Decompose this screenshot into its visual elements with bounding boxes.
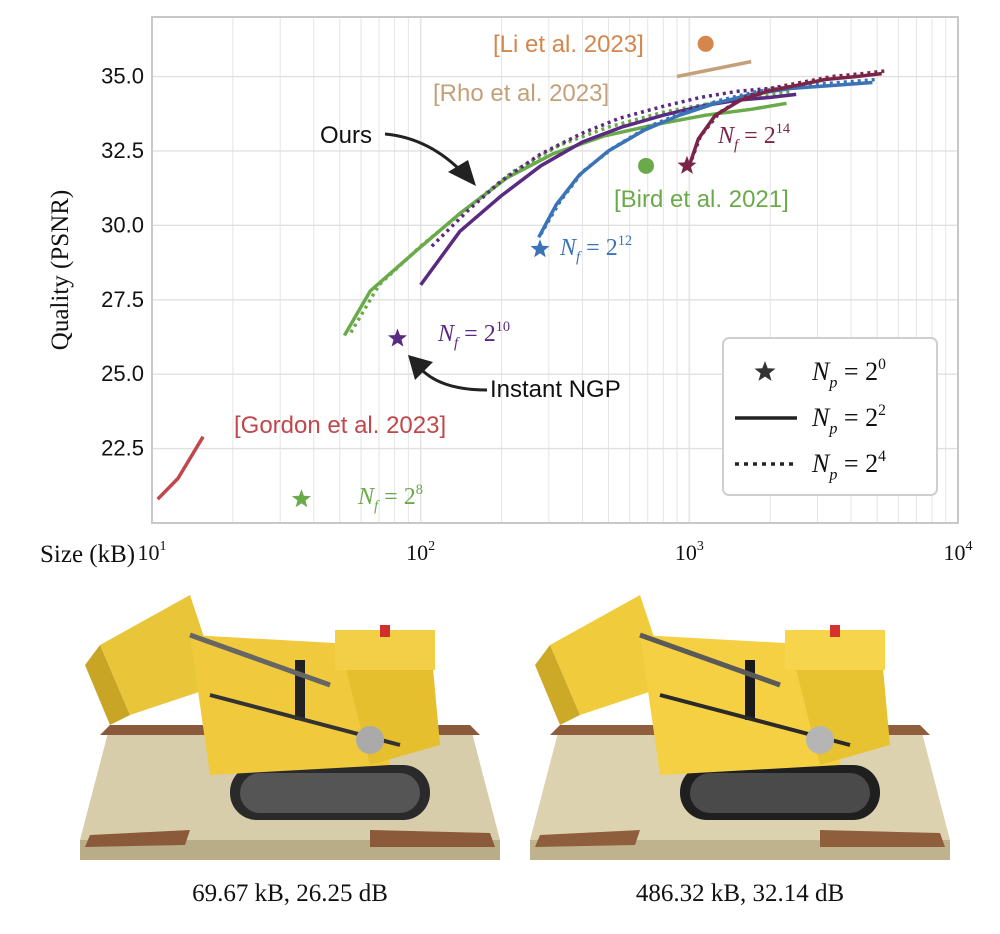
annotation-li: [Li et al. 2023]	[493, 31, 644, 58]
excavator-render-left	[80, 595, 500, 860]
x-tick-label: 104	[944, 539, 973, 565]
legend-box	[722, 337, 938, 496]
star-marker-star_f8	[291, 489, 311, 508]
x-tick-labels: 101 102 103 104	[138, 539, 973, 565]
y-tick-labels: 22.5 25.0 27.5 30.0 32.5 35.0	[101, 64, 144, 461]
annotation-nf12: Nf = 212	[559, 233, 632, 266]
plot-frame	[151, 16, 959, 524]
render-right	[520, 575, 960, 875]
y-tick-label: 32.5	[101, 138, 144, 163]
arrow-instant-ngp	[418, 366, 488, 392]
annotation-rho: [Rho et al. 2023]	[433, 80, 609, 107]
series-line-gordon	[156, 435, 205, 501]
annotation-ours: Ours	[320, 122, 372, 149]
y-tick-label: 30.0	[101, 212, 144, 237]
x-tick-label: 102	[406, 539, 435, 565]
arrow-instant-ngp-head	[408, 355, 433, 380]
arrow-ours	[384, 132, 467, 177]
y-tick-label: 22.5	[101, 436, 144, 461]
annotation-nf10: Nf = 210	[437, 319, 510, 352]
star-marker-star_f10	[388, 328, 407, 347]
legend-label-star: Np = 20	[811, 356, 886, 391]
excavator-render-right	[530, 595, 950, 860]
x-tick-label: 101	[138, 539, 167, 565]
y-axis-label: Quality (PSNR)	[47, 190, 74, 350]
legend-label-solid: Np = 22	[811, 402, 886, 437]
series	[156, 59, 889, 501]
y-tick-label: 35.0	[101, 64, 144, 89]
annotation-nf8: Nf = 28	[357, 482, 423, 515]
series-line-np2_f12	[537, 80, 873, 239]
annotations: Nf = 28 Nf = 210 Nf = 212 Nf = 214 [Gordon e…	[234, 31, 790, 515]
x-axis-label: Size (kB)	[40, 541, 135, 568]
annotation-nf14: Nf = 214	[717, 121, 790, 154]
markers	[291, 35, 714, 508]
annotation-instant-ngp: Instant NGP	[490, 376, 621, 403]
annotation-gordon: [Gordon et al. 2023]	[234, 412, 446, 439]
star-marker-star_f14	[677, 155, 697, 174]
render-right-caption: 486.32 kB, 32.14 dB	[635, 880, 845, 907]
legend-label-dotted: Np = 24	[811, 448, 886, 483]
point-marker-bird_point	[638, 157, 655, 174]
quality-size-chart: 22.5 25.0 27.5 30.0 32.5 35.0 101 102 103 104 Qu…	[40, 16, 973, 568]
y-tick-label: 27.5	[101, 287, 144, 312]
series-line-rho	[676, 59, 752, 79]
arrow-ours-head	[448, 160, 476, 186]
legend: Np = 20 Np = 22 Np = 24	[722, 337, 938, 496]
series-line-np2_f14	[686, 71, 882, 170]
annotation-bird: [Bird et al. 2021]	[614, 186, 789, 213]
x-tick-label: 103	[675, 539, 704, 565]
render-left	[70, 575, 510, 875]
point-marker-li_point	[697, 35, 714, 52]
y-tick-label: 25.0	[101, 361, 144, 386]
star-marker-star_f12	[530, 239, 550, 258]
render-left-caption: 69.67 kB, 26.25 dB	[192, 880, 388, 907]
legend-symbol-star	[754, 361, 776, 381]
